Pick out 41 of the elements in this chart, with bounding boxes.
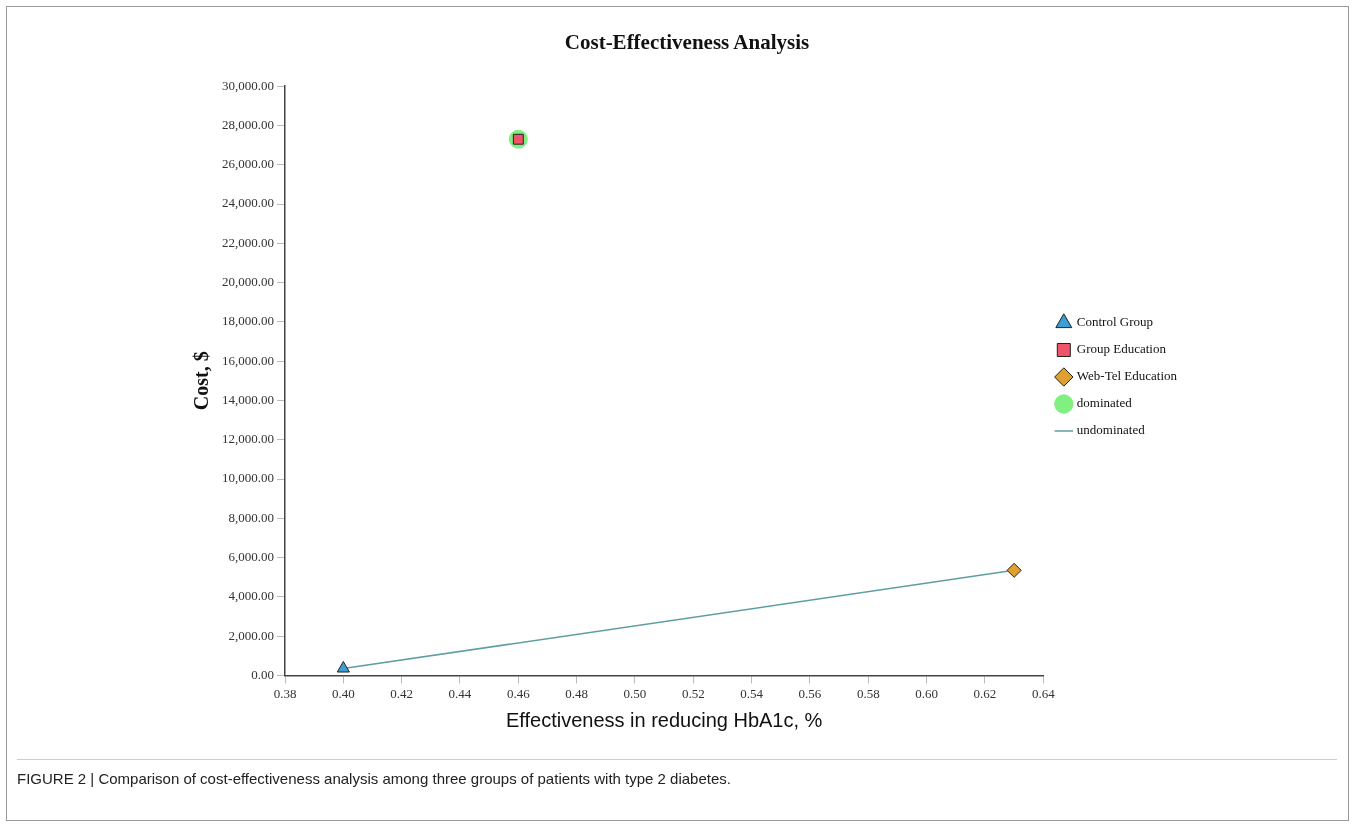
y-tick-label: 8,000.00 (228, 509, 274, 525)
y-axis-title: Cost, $ (190, 351, 213, 411)
y-tick-label: 18,000.00 (222, 313, 274, 329)
x-tick-label: 0.52 (681, 685, 705, 701)
x-tick-label: 0.38 (273, 685, 297, 701)
y-tick-label: 4,000.00 (228, 588, 274, 604)
y-tick-label: 0.00 (251, 666, 274, 682)
legend-label: Group Education (1076, 341, 1167, 357)
legend-label: undominated (1076, 422, 1146, 438)
y-tick-label: 22,000.00 (222, 234, 274, 250)
y-tick-label: 14,000.00 (222, 391, 274, 407)
x-tick-label: 0.46 (506, 685, 531, 701)
x-tick-label: 0.48 (565, 685, 589, 701)
x-tick-label: 0.62 (973, 685, 997, 701)
y-tick-label: 12,000.00 (222, 431, 274, 447)
x-axis-title: Effectiveness in reducing HbA1c, % (505, 708, 823, 731)
y-tick-label: 20,000.00 (222, 274, 274, 290)
x-tick-label: 0.44 (448, 685, 472, 701)
y-tick-label: 30,000.00 (222, 77, 274, 93)
x-tick-label: 0.54 (740, 685, 764, 701)
point (1006, 562, 1022, 578)
caption: FIGURE 2 | Comparison of cost-effectiveness analysis among three groups of patients with type 2 diabetes. (17, 770, 732, 787)
y-tick-label: 26,000.00 (222, 156, 274, 172)
x-tick-label: 0.60 (915, 685, 939, 701)
legend-label: dominated (1076, 395, 1133, 411)
legend-label: Web-Tel Education (1076, 368, 1178, 384)
y-tick-label: 28,000.00 (222, 116, 274, 132)
y-tick-label: 6,000.00 (228, 548, 274, 564)
x-tick-label: 0.40 (331, 685, 355, 701)
y-tick-label: 2,000.00 (228, 627, 274, 643)
x-tick-label: 0.64 (1031, 685, 1056, 701)
y-tick-label: 10,000.00 (222, 470, 274, 486)
y-tick-label: 24,000.00 (222, 195, 274, 211)
point (336, 661, 350, 673)
x-tick-label: 0.42 (390, 685, 414, 701)
y-tick-label: 16,000.00 (222, 352, 274, 368)
x-tick-label: 0.50 (623, 685, 647, 701)
chart-title: Cost-Effectiveness Analysis (564, 30, 810, 55)
x-tick-label: 0.56 (798, 685, 822, 701)
legend-label: Control Group (1076, 314, 1154, 330)
x-tick-label: 0.58 (856, 685, 880, 701)
